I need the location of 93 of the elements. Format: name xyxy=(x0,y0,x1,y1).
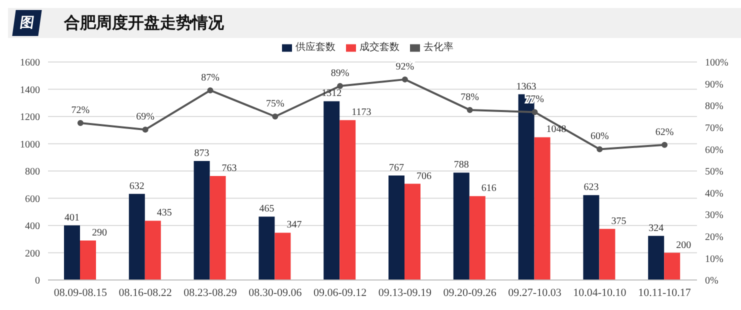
bar xyxy=(388,175,404,280)
y-tick-label: 200 xyxy=(25,248,40,260)
data-label: 324 xyxy=(648,222,664,234)
y-tick-label: 800 xyxy=(25,166,40,178)
point xyxy=(207,87,214,94)
legend-label: 供应套数 xyxy=(296,42,336,53)
x-tick-label: 08.23-08.29 xyxy=(184,286,238,299)
chart-title: 合肥周度开盘走势情况 xyxy=(64,13,224,34)
y2-tick-label: 60% xyxy=(705,144,724,156)
bar xyxy=(599,228,616,280)
x-tick-label: 08.16-08.22 xyxy=(118,286,172,299)
data-label: 62% xyxy=(655,126,674,138)
y-tick-label: 0 xyxy=(35,276,40,287)
data-label: 347 xyxy=(286,220,302,231)
point xyxy=(596,146,603,152)
y-tick-label: 1000 xyxy=(20,139,40,150)
bar xyxy=(664,252,680,280)
x-tick-label: 10.04-10.10 xyxy=(573,286,627,299)
bar xyxy=(453,172,470,280)
point xyxy=(337,82,344,89)
bar xyxy=(80,240,96,280)
data-label: 401 xyxy=(64,212,80,224)
point xyxy=(532,109,538,116)
data-label: 89% xyxy=(330,68,350,79)
y-tick-label: 400 xyxy=(25,221,40,232)
y-tick-label: 1600 xyxy=(20,58,40,69)
bar xyxy=(340,120,356,280)
data-label: 623 xyxy=(584,182,599,194)
data-label: 706 xyxy=(416,170,432,182)
point xyxy=(466,106,473,113)
bar xyxy=(534,137,550,280)
x-tick-label: 08.09-08.15 xyxy=(54,286,108,299)
y2-tick-label: 30% xyxy=(705,210,724,222)
bar xyxy=(258,216,275,280)
data-label: 1312 xyxy=(322,88,342,100)
y2-tick-label: 100% xyxy=(705,58,728,69)
x-tick-label: 09.06-09.12 xyxy=(313,286,367,299)
bar xyxy=(64,225,80,280)
point xyxy=(662,142,668,148)
y2-tick-label: 0% xyxy=(705,276,718,287)
x-tick-label: 09.27-10.03 xyxy=(508,286,562,299)
data-label: 1363 xyxy=(516,81,536,92)
data-label: 1173 xyxy=(352,107,372,118)
y2-tick-label: 10% xyxy=(705,254,724,265)
y2-tick-label: 90% xyxy=(705,79,724,90)
x-tick-label: 09.20-09.26 xyxy=(443,286,497,299)
data-label: 69% xyxy=(136,112,155,123)
point xyxy=(77,120,84,126)
bar xyxy=(648,236,664,280)
data-label: 290 xyxy=(92,227,107,238)
x-tick-label: 10.11-10.17 xyxy=(638,286,692,299)
point xyxy=(402,76,408,82)
bar xyxy=(128,194,145,280)
x-tick-label: 09.13-09.19 xyxy=(378,286,432,299)
data-label: 632 xyxy=(129,180,144,192)
data-label: 375 xyxy=(611,216,626,227)
data-label: 200 xyxy=(676,240,692,251)
y2-tick-label: 70% xyxy=(705,122,724,134)
bar xyxy=(274,232,291,280)
bar xyxy=(404,184,420,280)
data-label: 767 xyxy=(389,162,404,174)
bar xyxy=(144,220,161,280)
data-label: 435 xyxy=(156,208,172,219)
data-label: 87% xyxy=(201,72,220,84)
data-label: 78% xyxy=(460,92,480,103)
data-label: 763 xyxy=(222,163,237,174)
y-tick-label: 1200 xyxy=(20,112,40,124)
point xyxy=(142,126,148,133)
bar xyxy=(469,196,486,280)
data-label: 75% xyxy=(266,98,284,110)
y2-tick-label: 80% xyxy=(705,101,724,112)
y2-tick-label: 50% xyxy=(705,166,724,178)
bar xyxy=(583,195,600,280)
data-label: 465 xyxy=(259,204,274,215)
data-label: 616 xyxy=(481,183,496,194)
y2-tick-label: 40% xyxy=(705,188,724,200)
y-tick-label: 600 xyxy=(25,194,40,205)
data-label: 72% xyxy=(71,105,90,116)
bar xyxy=(194,161,210,280)
y2-tick-label: 20% xyxy=(705,232,724,243)
data-label: 873 xyxy=(194,148,210,160)
data-label: 788 xyxy=(454,160,469,171)
data-label: 1048 xyxy=(546,124,566,136)
x-tick-label: 08.30-09.06 xyxy=(248,286,302,299)
legend-label: 去化率 xyxy=(424,42,454,53)
point xyxy=(272,114,278,120)
data-label: 92% xyxy=(396,61,414,72)
bar xyxy=(324,101,340,280)
bar xyxy=(210,176,226,280)
text: 图 xyxy=(18,14,36,32)
y-tick-label: 1400 xyxy=(20,84,40,96)
legend-label: 成交套数 xyxy=(360,42,400,53)
data-label: 60% xyxy=(590,131,609,142)
